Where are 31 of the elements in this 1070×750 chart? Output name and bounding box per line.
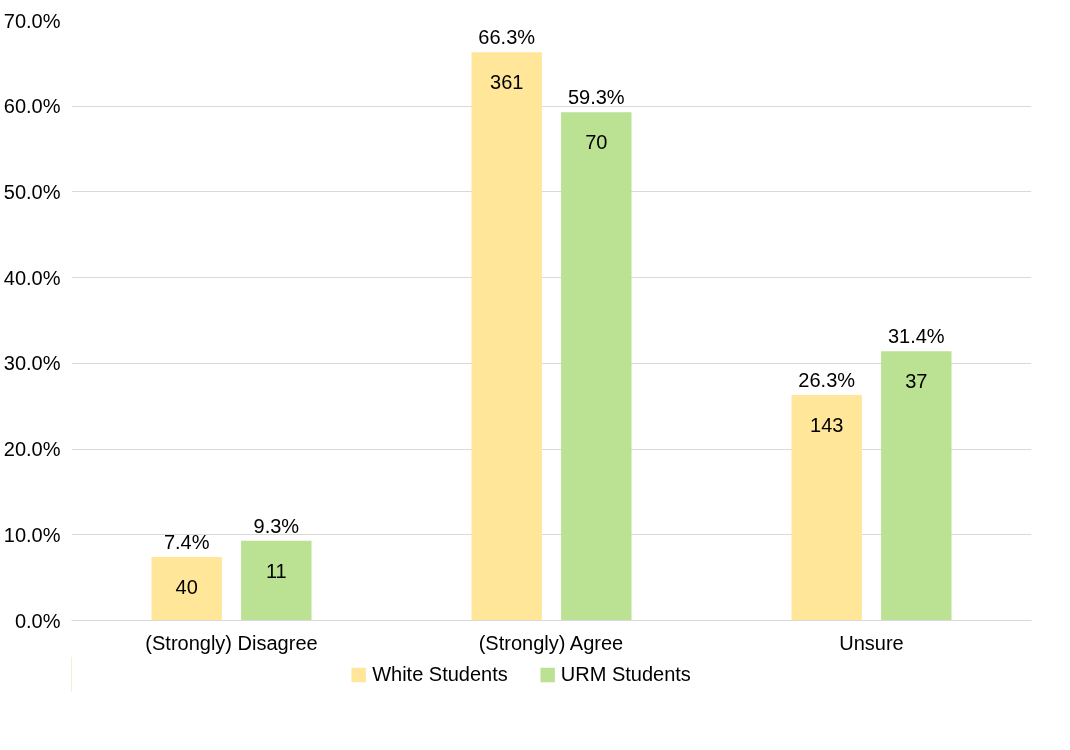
data-label: 7.4%: [163, 531, 210, 554]
data-label: 59.3%: [567, 86, 625, 109]
bar: [881, 351, 952, 621]
bar: [561, 112, 632, 621]
y-tick-label: 10.0%: [3, 523, 61, 546]
y-tick-label: 0.0%: [14, 609, 61, 632]
annotation: 70: [585, 131, 608, 154]
y-tick-label: 70.0%: [3, 9, 61, 32]
bar: [471, 52, 542, 621]
y-tick-label: 50.0%: [3, 180, 61, 203]
y-tick-label: 30.0%: [3, 352, 61, 375]
bar: [241, 540, 312, 621]
data-label: 9.3%: [253, 514, 300, 537]
annotation: 143: [810, 414, 844, 437]
y-tick-label: 20.0%: [3, 438, 61, 461]
data-label: 66.3%: [478, 26, 536, 49]
x-tick-label: Unsure: [839, 631, 904, 654]
y-tick-label: 60.0%: [3, 95, 61, 118]
x-tick-label: (Strongly) Agree: [478, 631, 624, 654]
annotation: 11: [265, 559, 287, 582]
legend-label: White Students: [372, 662, 508, 686]
data-label: 31.4%: [887, 325, 945, 348]
legend-label: URM Students: [560, 662, 691, 686]
bar: [791, 395, 862, 621]
x-tick-label: (Strongly) Disagree: [145, 631, 318, 654]
annotation: 40: [175, 576, 198, 599]
bar: [151, 557, 222, 621]
annotation: 361: [490, 71, 524, 94]
annotation: 37: [905, 370, 928, 393]
data-label: 26.3%: [798, 369, 856, 392]
y-tick-label: 40.0%: [3, 266, 61, 289]
